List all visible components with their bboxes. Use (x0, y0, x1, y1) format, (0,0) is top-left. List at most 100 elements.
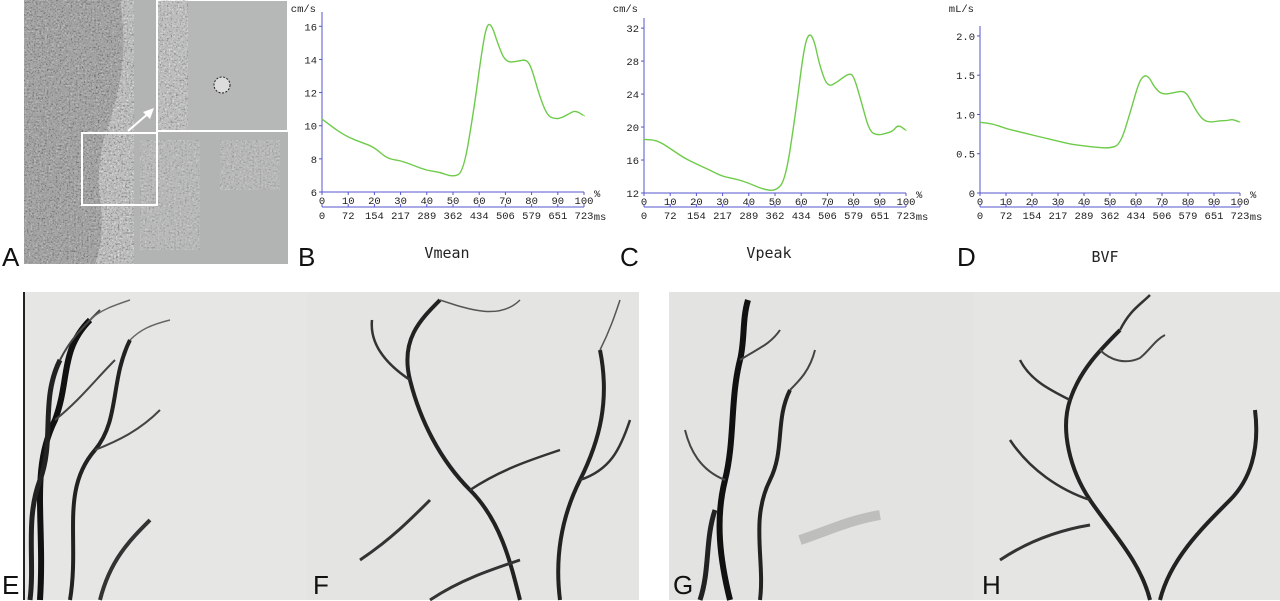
chart-2: 12 16 20 24 28 32 0 10 20 30 40 50 60 70 80 90 100 0 72 154… (613, 4, 929, 262)
x-unit-ms: ms (594, 212, 607, 224)
x-tick-label-percent: 30 (1052, 197, 1065, 209)
x-tick-label-percent: 90 (873, 197, 886, 209)
x-tick-label-percent: 70 (1156, 197, 1169, 209)
y-tick-label: 28 (626, 57, 639, 69)
x-tick-label-ms: 434 (792, 211, 811, 223)
panel-letter-e: E (2, 570, 19, 600)
y-tick-label: 12 (626, 189, 639, 201)
x-tick-label-percent: 80 (1182, 197, 1195, 209)
x-unit-percent: % (1250, 190, 1257, 202)
x-tick-label-ms: 723 (1231, 211, 1250, 223)
x-tick-label-ms: 72 (342, 211, 355, 223)
panel-letter-g: G (673, 570, 693, 600)
x-tick-label-ms: 434 (1127, 211, 1146, 223)
x-tick-label-ms: 362 (444, 211, 463, 223)
x-tick-label-ms: 723 (575, 211, 594, 223)
chart-title: Vpeak (746, 244, 791, 262)
x-tick-label-ms: 154 (687, 211, 706, 223)
x-tick-label-ms: 0 (319, 211, 325, 223)
series-line (979, 75, 1241, 149)
x-tick-label-ms: 362 (766, 211, 785, 223)
x-tick-label-ms: 154 (365, 211, 384, 223)
x-tick-label-ms: 506 (1153, 211, 1172, 223)
x-tick-label-ms: 217 (1049, 211, 1068, 223)
x-tick-label-percent: 90 (551, 196, 564, 208)
y-tick-label: 24 (626, 90, 639, 102)
y-tick-label: 16 (304, 22, 317, 34)
x-unit-ms: ms (916, 212, 929, 224)
panel-letter-b: B (298, 242, 315, 272)
x-tick-label-ms: 217 (391, 211, 410, 223)
y-tick-label: 6 (311, 188, 317, 200)
x-tick-label-percent: 80 (847, 197, 860, 209)
x-unit-percent: % (594, 189, 601, 201)
x-tick-label-percent: 10 (664, 197, 677, 209)
x-tick-label-percent: 0 (319, 196, 325, 208)
x-tick-label-ms: 217 (713, 211, 732, 223)
y-tick-label: 1.5 (956, 71, 975, 83)
chart-1: 6 8 10 12 14 16 0 10 20 30 40 50 60 70 80 90 100 0 72 154 21… (291, 4, 607, 262)
chart-title: BVF (1091, 248, 1118, 266)
x-tick-label-ms: 0 (641, 211, 647, 223)
x-tick-label-percent: 40 (742, 197, 755, 209)
x-unit-percent: % (916, 190, 923, 202)
x-tick-label-ms: 72 (664, 211, 677, 223)
x-tick-label-ms: 651 (1205, 211, 1224, 223)
panel-letter-h: H (982, 570, 1001, 600)
x-tick-label-ms: 434 (470, 211, 489, 223)
panel-letter-c: C (620, 242, 639, 272)
y-tick-label: 1.0 (956, 110, 975, 122)
x-tick-label-percent: 20 (368, 196, 381, 208)
x-tick-label-percent: 20 (690, 197, 703, 209)
x-tick-label-ms: 0 (977, 211, 983, 223)
y-tick-label: 2.0 (956, 32, 975, 44)
x-tick-label-ms: 154 (1023, 211, 1042, 223)
x-tick-label-percent: 40 (1078, 197, 1091, 209)
x-tick-label-ms: 289 (1075, 211, 1094, 223)
y-tick-label: 10 (304, 122, 317, 134)
x-tick-label-percent: 50 (769, 197, 782, 209)
chart-3: 0 0.5 1.0 1.5 2.0 0 10 20 30 40 50 60 70 80 90 100 0 72 15… (949, 4, 1263, 266)
panel-g-angiogram (669, 292, 974, 601)
x-tick-label-percent: 60 (795, 197, 808, 209)
x-tick-label-percent: 30 (716, 197, 729, 209)
series-line (643, 34, 907, 192)
y-tick-label: 12 (304, 89, 317, 101)
y-tick-label: 32 (626, 24, 639, 36)
x-tick-label-percent: 20 (1026, 197, 1039, 209)
y-tick-label: 0 (969, 189, 975, 201)
y-tick-label: 20 (626, 123, 639, 135)
x-tick-label-percent: 10 (1000, 197, 1013, 209)
x-tick-label-percent: 50 (447, 196, 460, 208)
x-tick-label-ms: 651 (870, 211, 889, 223)
roi-circle (213, 76, 231, 94)
source-box (81, 132, 158, 206)
y-tick-label: 14 (304, 55, 317, 67)
x-tick-label-percent: 100 (575, 196, 594, 208)
chart-title: Vmean (424, 244, 469, 262)
x-tick-label-ms: 289 (417, 211, 436, 223)
y-tick-label: 16 (626, 156, 639, 168)
series-line (321, 23, 585, 177)
x-tick-label-percent: 50 (1104, 197, 1117, 209)
x-tick-label-ms: 651 (548, 211, 567, 223)
x-tick-label-percent: 0 (641, 197, 647, 209)
x-tick-label-percent: 70 (821, 197, 834, 209)
x-unit-ms: ms (1250, 212, 1263, 224)
x-tick-label-percent: 80 (525, 196, 538, 208)
y-unit-label: cm/s (291, 4, 316, 16)
panel-e-angiogram (23, 292, 307, 601)
x-tick-label-percent: 40 (420, 196, 433, 208)
x-tick-label-percent: 100 (897, 197, 916, 209)
y-unit-label: cm/s (613, 4, 638, 16)
x-tick-label-ms: 579 (1179, 211, 1198, 223)
x-tick-label-ms: 506 (496, 211, 515, 223)
x-tick-label-percent: 60 (1130, 197, 1143, 209)
x-tick-label-percent: 70 (499, 196, 512, 208)
x-tick-label-percent: 100 (1231, 197, 1250, 209)
panel-letter-f: F (313, 570, 329, 600)
x-tick-label-ms: 579 (844, 211, 863, 223)
y-tick-label: 8 (311, 155, 317, 167)
y-unit-label: mL/s (949, 4, 974, 16)
x-tick-label-percent: 10 (342, 196, 355, 208)
